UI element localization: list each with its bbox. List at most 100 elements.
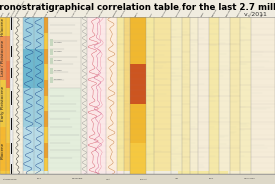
Bar	[49, 171, 82, 174]
Bar	[209, 17, 219, 174]
Bar	[11, 153, 12, 164]
Bar	[6, 88, 10, 114]
Bar	[130, 143, 146, 174]
Bar	[130, 17, 146, 64]
Text: Polarity chron: Polarity chron	[11, 3, 20, 17]
Text: Stage: Stage	[7, 11, 11, 17]
Text: Benthic foram.: Benthic foram.	[33, 2, 42, 17]
Bar	[82, 171, 123, 174]
Bar	[178, 171, 228, 174]
Text: Columbia: Columbia	[72, 178, 83, 179]
Bar	[0, 171, 10, 174]
Text: Orbital tun.: Orbital tun.	[72, 5, 79, 17]
Text: Early Pleistocene: Early Pleistocene	[1, 86, 5, 121]
Text: Cyclostratigraphy: Cyclostratigraphy	[15, 0, 26, 17]
Bar	[81, 17, 87, 174]
Bar	[48, 17, 81, 88]
Bar	[0, 174, 275, 184]
Bar	[154, 17, 170, 174]
Bar	[11, 68, 12, 78]
Bar	[170, 17, 182, 174]
Text: Holocene: Holocene	[1, 17, 5, 36]
Bar	[23, 88, 34, 127]
Text: ──────: ──────	[54, 79, 61, 81]
Text: Pl. forams: Pl. forams	[85, 6, 92, 17]
Bar	[27, 171, 49, 174]
Text: Other: Other	[201, 11, 205, 17]
Bar	[10, 17, 13, 174]
Text: GSA: GSA	[106, 178, 111, 180]
Text: ──────: ──────	[54, 51, 61, 52]
Text: GPTS: GPTS	[1, 11, 5, 17]
Bar	[34, 17, 44, 49]
Text: Regional: Regional	[212, 8, 218, 17]
Text: Global chronostratigraphical correlation table for the last 2.7 million years: Global chronostratigraphical correlation…	[0, 3, 275, 12]
Bar	[11, 17, 12, 30]
Bar	[0, 36, 6, 80]
Text: Chemostr.: Chemostr.	[236, 6, 243, 17]
Text: Mammals: Mammals	[176, 7, 182, 17]
Bar	[6, 61, 10, 88]
Bar	[130, 103, 146, 143]
Text: Geol.Surv: Geol.Surv	[243, 178, 255, 179]
Bar	[11, 78, 12, 91]
Text: Hominids: Hominids	[188, 7, 194, 17]
Bar	[6, 36, 10, 61]
Bar	[34, 88, 44, 127]
Bar	[44, 33, 48, 49]
Bar	[50, 68, 53, 74]
Text: CAMBRIDGE: CAMBRIDGE	[3, 178, 17, 180]
Text: Palyn.: Palyn.	[135, 10, 139, 17]
Text: INQUA: INQUA	[140, 178, 148, 180]
Bar	[34, 49, 44, 88]
Bar	[11, 118, 12, 130]
Text: ──────: ──────	[54, 42, 61, 43]
Bar	[23, 17, 34, 49]
Bar	[106, 17, 117, 174]
Bar	[130, 64, 146, 103]
Bar	[50, 58, 53, 64]
Text: NW Europe: NW Europe	[45, 5, 52, 17]
Bar	[48, 88, 81, 174]
Bar	[124, 17, 130, 174]
Text: Diatoms: Diatoms	[113, 8, 119, 17]
Bar	[11, 105, 12, 118]
Bar	[44, 127, 48, 143]
Bar	[0, 17, 275, 174]
Text: ICS: ICS	[175, 178, 178, 179]
Bar	[44, 49, 48, 64]
Text: Sequence: Sequence	[226, 7, 232, 17]
Text: TNO: TNO	[209, 178, 214, 179]
Bar	[11, 143, 12, 153]
Bar	[198, 17, 209, 174]
Bar	[44, 17, 48, 174]
Bar	[34, 127, 44, 174]
Bar	[87, 17, 106, 174]
Bar	[13, 17, 23, 174]
Text: N. America: N. America	[55, 5, 62, 17]
Bar	[182, 17, 190, 174]
Text: Echinoderms: Echinoderms	[162, 4, 170, 17]
Bar	[240, 17, 251, 174]
Text: Late / Pleistocene: Late / Pleistocene	[1, 40, 5, 76]
Text: Nannofossl.: Nannofossl.	[99, 5, 106, 17]
Bar	[230, 17, 240, 174]
Bar	[44, 158, 48, 174]
Bar	[23, 17, 34, 174]
Bar	[0, 80, 6, 127]
Bar	[6, 17, 10, 36]
Text: ──────: ──────	[54, 61, 61, 62]
Text: Moll.: Moll.	[150, 12, 153, 17]
Bar	[50, 77, 53, 83]
Bar	[6, 114, 10, 143]
Bar	[11, 46, 12, 57]
Bar	[44, 143, 48, 158]
Bar	[11, 130, 12, 143]
Bar	[190, 17, 198, 174]
Bar	[34, 17, 44, 174]
Bar	[0, 17, 6, 36]
Bar	[6, 17, 10, 174]
Bar	[44, 111, 48, 127]
Bar	[23, 127, 34, 174]
Bar	[44, 96, 48, 111]
